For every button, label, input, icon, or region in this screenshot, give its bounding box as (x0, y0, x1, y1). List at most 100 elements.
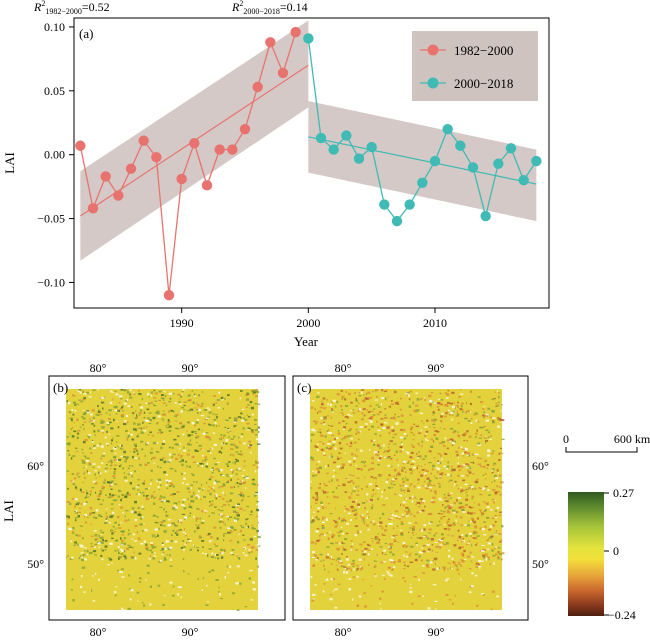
map-pixel (465, 498, 469, 501)
map-pixel (379, 602, 381, 605)
map-pixel (195, 494, 199, 497)
map-pixel (236, 514, 240, 517)
map-pixel (83, 428, 85, 431)
map-pixel (379, 597, 382, 600)
map-pixel (329, 598, 331, 601)
map-pixel (151, 534, 156, 536)
map-pixel (109, 484, 112, 487)
data-point-1991 (189, 137, 200, 149)
map-pixel (139, 577, 142, 580)
map-pixel (405, 545, 408, 548)
map-pixel (190, 484, 193, 487)
map-pixel (491, 409, 494, 413)
map-pixel (499, 474, 502, 477)
map-pixel (122, 405, 124, 408)
map-pixel (153, 502, 156, 505)
map-pixel (367, 391, 371, 394)
map-pixel (387, 464, 390, 467)
map-pixel (341, 398, 343, 400)
map-pixel (320, 560, 323, 562)
map-pixel (134, 417, 138, 420)
map-pixel (212, 469, 214, 471)
map-pixel (382, 561, 387, 563)
map-pixel (153, 397, 157, 399)
map-pixel (425, 474, 427, 477)
map-pixel (215, 402, 218, 404)
map-pixel (353, 563, 355, 565)
map-pixel (137, 600, 139, 602)
map-pixel (169, 485, 171, 487)
map-pixel (178, 460, 182, 463)
map-pixel (346, 555, 348, 558)
map-pixel (247, 404, 249, 406)
map-pixel (449, 438, 453, 441)
map-pixel (360, 515, 363, 518)
map-pixel (355, 397, 357, 401)
map-pixel (387, 572, 390, 574)
map-pixel (482, 554, 486, 557)
map-pixel (251, 546, 255, 549)
map-pixel (328, 440, 331, 442)
map-pixel (92, 389, 96, 391)
map-pixel (215, 424, 217, 428)
map-pixel (224, 426, 226, 428)
map-pixel (452, 561, 454, 564)
map-pixel (69, 528, 73, 531)
map-pixel (437, 452, 441, 455)
map-pixel (472, 530, 476, 533)
map-pixel (447, 509, 450, 512)
map-pixel (336, 458, 340, 460)
map-pixel (80, 585, 83, 589)
map-pixel (83, 473, 85, 475)
map-pixel (161, 548, 164, 550)
map-pixel (326, 578, 328, 580)
map-pixel (424, 463, 426, 466)
map-pixel (95, 538, 99, 540)
map-pixel (452, 524, 456, 526)
map-pixel (187, 538, 190, 540)
map-pixel (124, 420, 127, 423)
map-pixel (418, 451, 420, 453)
map-pixel (327, 429, 330, 431)
map-pixel (474, 574, 478, 577)
map-pixel (240, 413, 243, 415)
map-pixel (378, 457, 381, 460)
map-pixel (124, 515, 126, 518)
map-pixel (186, 430, 188, 432)
map-pixel (356, 477, 360, 479)
map-pixel (449, 414, 451, 416)
map-pixel (114, 540, 117, 542)
map-pixel (457, 523, 459, 525)
map-pixel (350, 505, 354, 507)
map-pixel (235, 446, 239, 449)
map-pixel (192, 491, 195, 495)
map-pixel (498, 553, 502, 556)
map-pixel (101, 531, 104, 534)
map-pixel (316, 467, 320, 470)
map-pixel (481, 593, 485, 595)
map-pixel (158, 498, 162, 501)
map-pixel (208, 540, 211, 543)
map-pixel (83, 503, 86, 506)
map-pixel (208, 408, 211, 411)
map-pixel (80, 545, 84, 548)
map-pixel (230, 486, 233, 489)
r2-annotation-2000-2018: R22000−2018=0.14 (231, 0, 308, 16)
map-pixel (363, 394, 365, 397)
map-pixel (91, 487, 95, 489)
map-pixel (487, 556, 490, 559)
map-pixel (228, 504, 230, 506)
map-pixel (324, 485, 328, 487)
map-pixel (75, 518, 76, 520)
map-pixel (213, 457, 216, 460)
map-pixel (193, 430, 197, 433)
map-pixel (92, 447, 96, 449)
map-pixel (350, 545, 353, 548)
map-pixel (223, 549, 226, 552)
map-pixel (100, 419, 103, 421)
map-pixel (154, 528, 158, 531)
map-pixel (432, 410, 435, 413)
map-pixel (206, 481, 208, 484)
map-pixel (112, 475, 116, 478)
map-pixel (340, 526, 343, 528)
